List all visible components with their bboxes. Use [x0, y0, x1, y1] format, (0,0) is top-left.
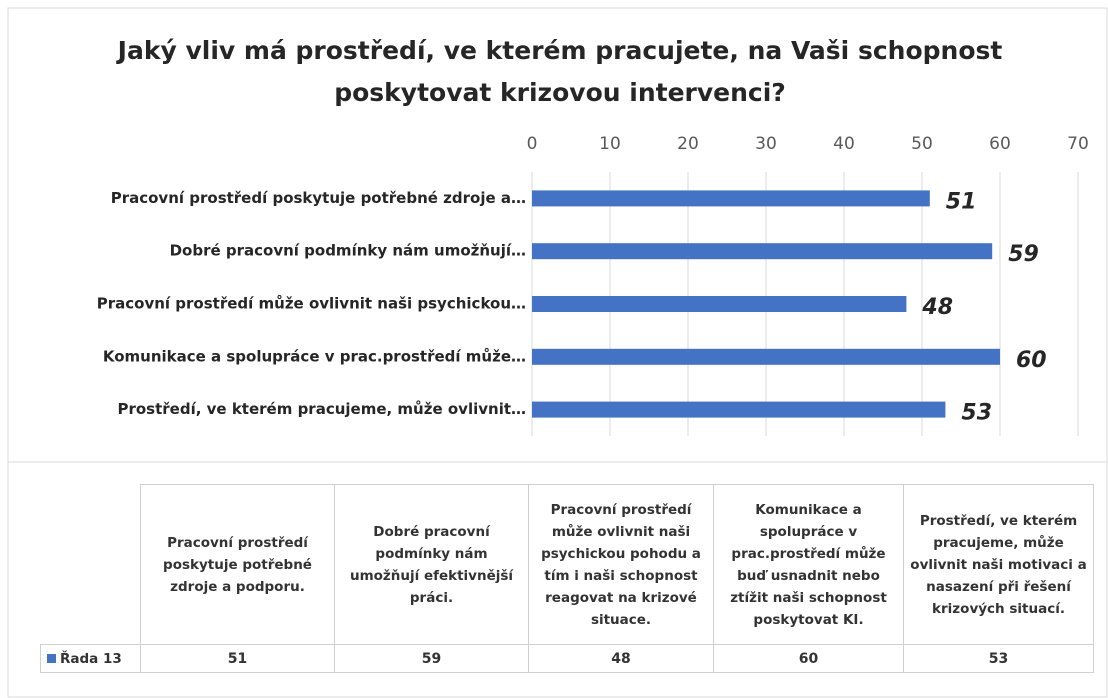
table-header: Dobré pracovní podmínky nám umožňují efe…: [334, 484, 529, 645]
y-tick-label: Prostředí, ve kterém pracujeme, může ovl…: [117, 400, 526, 418]
y-tick-label: Komunikace a spolupráce v prac.prostředí…: [103, 347, 526, 365]
legend-cell: Řada 13: [40, 644, 141, 673]
table-header: Komunikace a spolupráce v prac.prostředí…: [713, 484, 904, 645]
table-value: 53: [903, 644, 1094, 673]
table-header: Pracovní prostředí může ovlivnit naši ps…: [528, 484, 714, 645]
chart-title: Jaký vliv má prostředí, ve kterém pracuj…: [117, 36, 1003, 107]
bar: [532, 190, 930, 207]
x-tick-label: 0: [527, 134, 538, 154]
bar: [532, 243, 993, 260]
table-header: Prostředí, ve kterém pracujeme, může ovl…: [903, 484, 1094, 645]
table-value: 51: [140, 644, 335, 673]
x-tick-label: 70: [1067, 134, 1089, 154]
y-tick-label: Pracovní prostředí poskytuje potřebné zd…: [111, 189, 526, 207]
data-label: 59: [1008, 242, 1039, 267]
x-tick-label: 50: [911, 134, 933, 154]
data-label: 53: [961, 401, 992, 426]
data-label: 48: [921, 295, 953, 320]
data-label: 60: [1016, 348, 1047, 373]
x-tick-label: 60: [989, 134, 1011, 154]
x-tick-label: 20: [677, 134, 699, 154]
x-tick-label: 40: [833, 134, 855, 154]
x-tick-label: 10: [599, 134, 621, 154]
table-header: Pracovní prostředí poskytuje potřebné zd…: [140, 484, 335, 645]
table-value: 60: [713, 644, 904, 673]
data-label: 51: [946, 189, 977, 214]
bar: [532, 348, 1000, 365]
y-tick-label: Dobré pracovní podmínky nám umožňují…: [170, 242, 526, 260]
legend-key: [47, 654, 56, 663]
legend-label: Řada 13: [60, 650, 122, 667]
bar: [532, 401, 946, 418]
y-tick-label: Pracovní prostředí může ovlivnit naši ps…: [97, 295, 526, 313]
chart-frame: [7, 7, 1108, 698]
bar: [532, 296, 907, 312]
table-value: 48: [528, 644, 714, 673]
x-tick-label: 30: [755, 134, 777, 154]
table-value: 59: [334, 644, 529, 673]
